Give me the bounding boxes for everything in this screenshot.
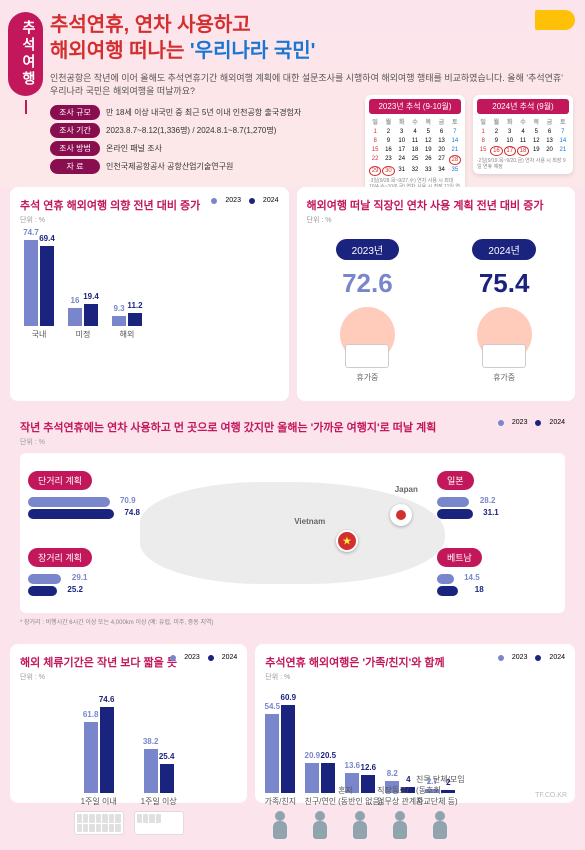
flag-vietnam [336, 530, 358, 552]
unit: 단위 : % [20, 672, 237, 682]
unit: 단위 : % [307, 215, 566, 225]
panel-destination: 작년 추석연휴에는 연차 사용하고 먼 곳으로 여행 갔지만 올해는 '가까운 … [10, 409, 575, 636]
panel-companion: 추석연휴 해외여행은 '가족/친지'와 함께 단위 : % 2023 2024 … [255, 644, 575, 803]
label-japan: Japan [395, 485, 418, 494]
cal-grid: 일월화수목금토123456789101112131415161718192021… [369, 116, 461, 176]
legend: 2023 2024 [164, 654, 237, 663]
bar-chart: 61.8 74.6 1주일 이내 38.2 25.4 1주일 이상 [20, 688, 237, 793]
unit: 단위 : % [265, 672, 565, 682]
calendar-2024: 2024년 추석 (9월) 일월화수목금토1234567891011121314… [473, 95, 573, 174]
panel-title: 해외여행 떠날 직장인 연차 사용 계획 전년 대비 증가 [307, 197, 566, 213]
person-icon [477, 307, 532, 362]
cal-note: ·2일(9/19.목~9/20.금) 연차 사용 시 최장 9일 연휴 예정 [477, 158, 569, 170]
map-shape [140, 482, 445, 584]
cal-grid: 일월화수목금토123456789101112131415161718192021 [477, 116, 569, 156]
unit: 단위 : % [20, 215, 279, 225]
vacation-compare: 2023년 72.6 휴가중 2024년 75.4 휴가중 [307, 231, 566, 391]
legend: 2023 2024 [492, 654, 565, 663]
calendar-2023: 2023년 추석 (9-10월) 일월화수목금토1234567891011121… [365, 95, 465, 200]
header: 추석여행 추석연휴, 연차 사용하고 해외여행 떠나는 '우리나라 국민' 인천… [0, 0, 585, 187]
panel-stay: 해외 체류기간은 작년 보다 짧을 듯 단위 : % 2023 2024 61.… [10, 644, 247, 803]
panel-intention: 추석 연휴 해외여행 의향 전년 대비 증가 단위 : % 2023 2024 … [10, 187, 289, 401]
description: 인천공항은 작년에 이어 올해도 추석연휴기간 해외여행 계획에 대한 설문조사… [50, 72, 570, 97]
main-title: 추석연휴, 연차 사용하고 해외여행 떠나는 '우리나라 국민' [50, 12, 570, 64]
title-line1: 추석연휴, 연차 사용하고 [50, 12, 570, 38]
panel-vacation: 해외여행 떠날 직장인 연차 사용 계획 전년 대비 증가 단위 : % 202… [297, 187, 576, 401]
bar-chart: 54.5 60.9 가족/친지 20.9 20.5 친구/연인 13.6 12.… [265, 688, 565, 793]
vac-2023: 2023년 72.6 휴가중 [307, 239, 429, 383]
bar-chart: 74.7 69.4 국내 16 19.4 미정 9.3 11.2 해외 [20, 231, 279, 326]
legend: 2023 2024 [205, 197, 278, 206]
label-vietnam: Vietnam [294, 517, 325, 526]
unit: 단위 : % [20, 437, 565, 447]
cal-header: 2023년 추석 (9-10월) [369, 99, 461, 114]
title-line2: 해외여행 떠나는 '우리나라 국민' [50, 38, 570, 64]
watermark: TF.CO.KR [535, 792, 567, 799]
legend: 2023 2024 [492, 419, 565, 428]
world-map: Japan Vietnam 단거리 계획 70.9 74.8 장거리 계획 29… [20, 453, 565, 613]
plane-icon [535, 10, 575, 30]
map-note: * 장거리 : 비행시간 6시간 이상 또는 4,000km 이상 (예: 유럽… [20, 617, 565, 626]
person-icon [340, 307, 395, 362]
side-tag: 추석여행 [8, 12, 43, 96]
vac-2024: 2024년 75.4 휴가중 [443, 239, 565, 383]
panel-title: 작년 추석연휴에는 연차 사용하고 먼 곳으로 여행 갔지만 올해는 '가까운 … [20, 419, 565, 435]
cal-header: 2024년 추석 (9월) [477, 99, 569, 114]
